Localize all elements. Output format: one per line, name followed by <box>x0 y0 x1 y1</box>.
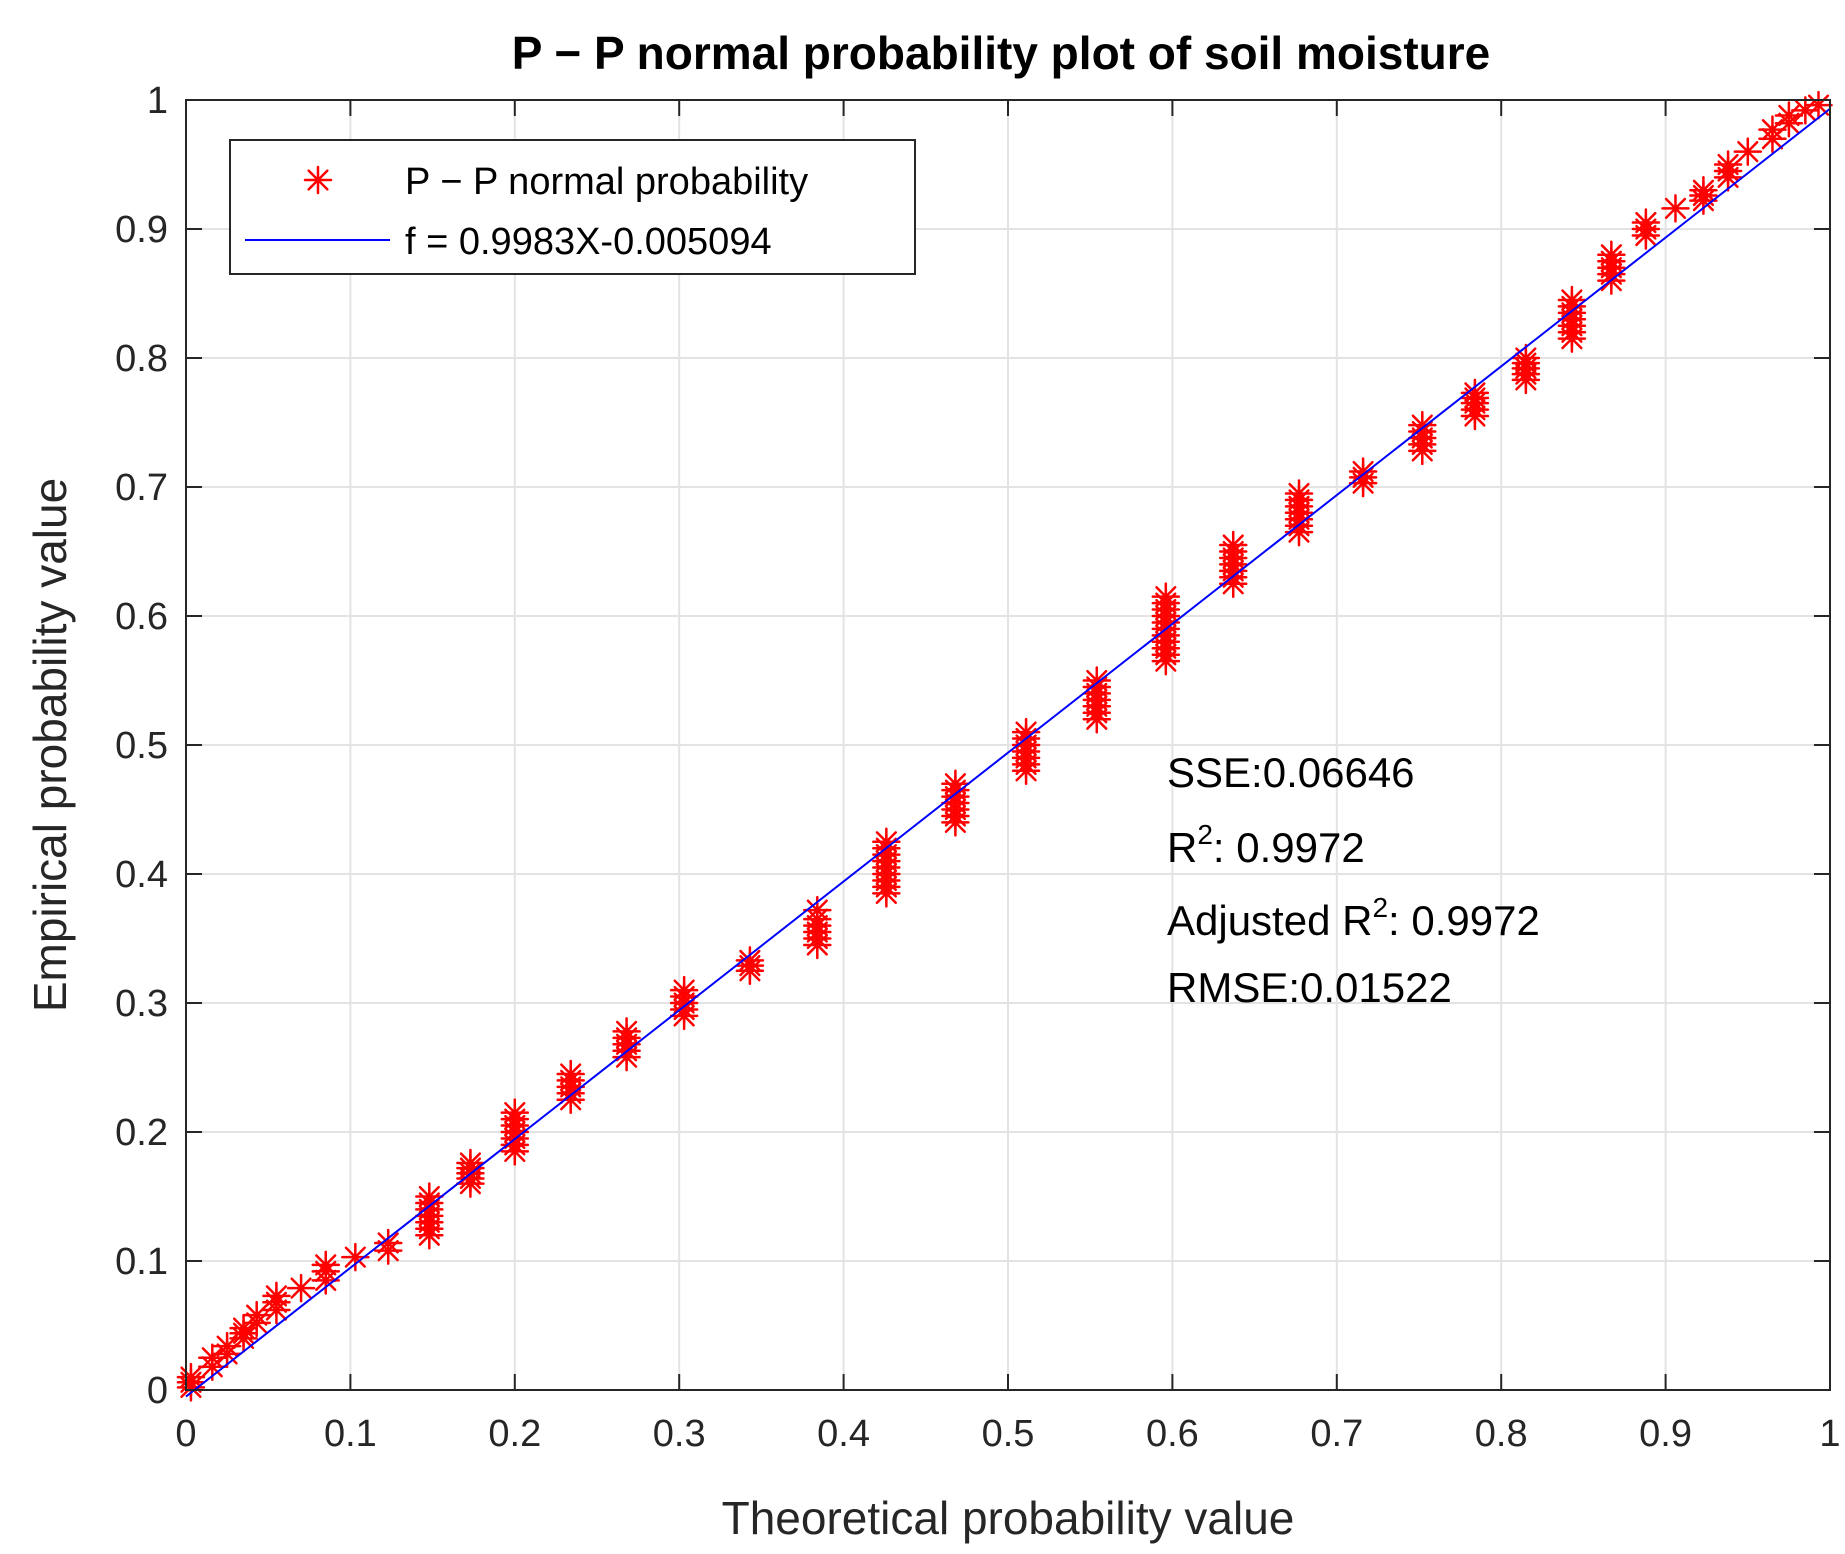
x-tick-label: 0.4 <box>817 1413 870 1455</box>
stat-adjusted-r2: Adjusted R2: 0.9972 <box>1167 892 1540 944</box>
scatter-point <box>1597 240 1626 270</box>
plot-area: 0 0.1 0.2 0.3 0.4 0.5 0.6 0.7 0.8 0.9 1 0 0.1 0.2 0.3 0… <box>115 80 1840 1455</box>
legend-asterisk-icon <box>303 165 333 195</box>
x-tick-label: 0.2 <box>488 1413 541 1455</box>
stat-adjusted-r2-value: : 0.9972 <box>1388 897 1540 944</box>
scatter-point <box>1804 90 1833 120</box>
stat-r2-value: : 0.9972 <box>1213 824 1365 871</box>
scatter-point <box>669 975 699 1005</box>
scatter-point <box>1511 343 1541 373</box>
chart-title: P − P normal probability plot of soil mo… <box>512 27 1491 79</box>
stat-r2-superscript: 2 <box>1197 819 1213 850</box>
legend-label-scatter: P − P normal probability <box>405 161 808 203</box>
tick-labels: 0 0.1 0.2 0.3 0.4 0.5 0.6 0.7 0.8 0.9 1 0 0.1 0.2 0.3 0… <box>115 80 1840 1455</box>
scatter-point <box>1082 666 1112 695</box>
stat-adjusted-r2-base: Adjusted R <box>1167 897 1372 944</box>
scatter-point <box>456 1148 485 1178</box>
x-tick-label: 0.8 <box>1475 1413 1528 1455</box>
scatter-point <box>735 946 765 975</box>
scatter-point <box>1151 582 1181 611</box>
y-tick-label: 0.6 <box>115 596 168 638</box>
scatter-point <box>242 1300 271 1330</box>
x-tick-label: 0.6 <box>1146 1413 1199 1455</box>
y-tick-label: 0.7 <box>115 467 168 509</box>
axes-frame <box>185 99 1831 1391</box>
scatter-point <box>1733 137 1763 166</box>
scatter-point <box>286 1273 316 1303</box>
x-tick-label: 0.1 <box>324 1413 377 1455</box>
scatter-point <box>872 827 901 856</box>
grid <box>185 99 1831 1391</box>
scatter-point <box>311 1250 340 1280</box>
x-tick-label: 0.5 <box>982 1413 1035 1455</box>
scatter-point <box>373 1228 403 1258</box>
x-tick-label: 0 <box>175 1413 196 1455</box>
y-tick-label: 0.2 <box>115 1112 168 1154</box>
scatter-point <box>1218 530 1248 560</box>
y-tick-label: 0.9 <box>115 209 168 251</box>
scatter-point <box>176 1362 206 1392</box>
legend-label-fit: f = 0.9983X-0.005094 <box>405 221 772 263</box>
stat-r2: R2: 0.9972 <box>1167 819 1365 871</box>
scatter-point <box>1348 457 1378 486</box>
legend: P − P normal probability f = 0.9983X-0.0… <box>229 139 916 275</box>
x-tick-label: 0.9 <box>1639 1413 1692 1455</box>
y-tick-label: 0 <box>147 1370 168 1412</box>
scatter-point <box>262 1281 291 1311</box>
scatter-point <box>556 1059 585 1089</box>
scatter-point <box>1713 150 1743 179</box>
scatter-point <box>1631 208 1661 237</box>
stat-rmse: RMSE:0.01522 <box>1167 964 1452 1011</box>
y-tick-label: 0.3 <box>115 983 168 1025</box>
x-tick-label: 0.7 <box>1310 1413 1363 1455</box>
scatter-point <box>1557 285 1587 315</box>
scatter-point <box>612 1017 641 1046</box>
scatter-point <box>1661 194 1690 223</box>
fit-line <box>185 107 1831 1398</box>
stat-adjusted-r2-superscript: 2 <box>1372 892 1388 923</box>
y-tick-label: 0.1 <box>115 1241 168 1283</box>
scatter-point <box>1011 717 1041 747</box>
y-tick-label: 0.4 <box>115 854 168 896</box>
scatter-point <box>500 1098 530 1127</box>
scatter-point <box>1689 176 1718 205</box>
y-axis-label: Empirical probability value <box>24 478 76 1012</box>
fit-statistics: SSE:0.06646 R2: 0.9972 Adjusted R2: 0.99… <box>1167 749 1540 1011</box>
y-tick-label: 0.8 <box>115 338 168 380</box>
legend-box <box>229 139 916 275</box>
scatter-point <box>1408 410 1437 440</box>
stat-r2-base: R <box>1167 824 1197 871</box>
x-tick-label: 1 <box>1819 1413 1840 1455</box>
y-tick-label: 1 <box>147 80 168 122</box>
x-axis-label: Theoretical probability value <box>722 1492 1295 1544</box>
x-tick-label: 0.3 <box>653 1413 706 1455</box>
legend-marker-asterisk <box>303 165 333 195</box>
stat-sse: SSE:0.06646 <box>1167 749 1415 796</box>
y-tick-label: 0.5 <box>115 725 168 767</box>
scatter-point <box>1774 101 1804 130</box>
scatter-point <box>1284 479 1314 508</box>
